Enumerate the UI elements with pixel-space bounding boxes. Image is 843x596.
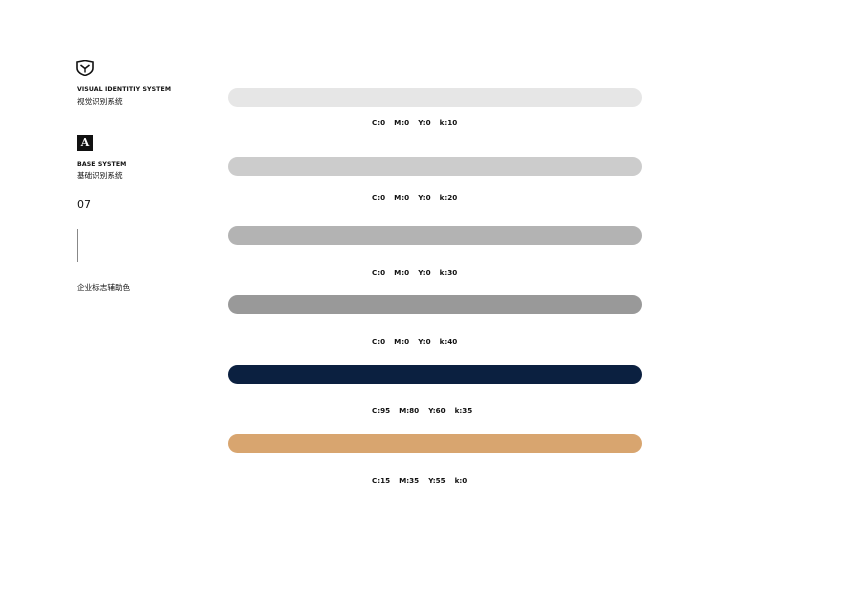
black-value: k:0 [454, 476, 468, 485]
divider-line [77, 229, 78, 262]
cyan-value: C:0 [372, 118, 386, 127]
magenta-value: M:0 [394, 118, 410, 127]
black-value: k:10 [439, 118, 458, 127]
yellow-value: Y:0 [418, 193, 431, 202]
cmyk-values: C:0 M:0 Y:0 k:20 [372, 193, 457, 203]
black-value: k:30 [439, 268, 458, 277]
base-system-label: BASE SYSTEM [77, 161, 127, 168]
color-swatch-bar [228, 88, 642, 107]
section-title: 企业标志辅助色 [77, 283, 131, 292]
cmyk-values: C:0 M:0 Y:0 k:10 [372, 118, 457, 128]
shield-emblem-icon [76, 60, 94, 76]
yellow-value: Y:0 [418, 337, 431, 346]
yellow-value: Y:60 [428, 406, 446, 415]
color-swatch-bar [228, 157, 642, 176]
visual-identity-system-cn-label: 视觉识别系统 [77, 97, 123, 106]
cmyk-values: C:0 M:0 Y:0 k:30 [372, 268, 457, 278]
base-system-cn-label: 基础识别系统 [77, 171, 123, 180]
magenta-value: M:0 [394, 193, 410, 202]
magenta-value: M:35 [399, 476, 420, 485]
cyan-value: C:0 [372, 193, 386, 202]
cyan-value: C:0 [372, 337, 386, 346]
magenta-value: M:0 [394, 337, 410, 346]
black-value: k:20 [439, 193, 458, 202]
black-value: k:35 [454, 406, 473, 415]
section-a-badge: A [77, 135, 93, 151]
yellow-value: Y:55 [428, 476, 446, 485]
magenta-value: M:0 [394, 268, 410, 277]
color-swatch-bar [228, 226, 642, 245]
black-value: k:40 [439, 337, 458, 346]
yellow-value: Y:0 [418, 118, 431, 127]
cmyk-values: C:95 M:80 Y:60 k:35 [372, 406, 472, 416]
color-swatch-bar [228, 434, 642, 453]
yellow-value: Y:0 [418, 268, 431, 277]
cyan-value: C:0 [372, 268, 386, 277]
color-swatch-bar [228, 365, 642, 384]
visual-identity-system-label: VISUAL IDENTITIY SYSTEM [77, 86, 172, 93]
cyan-value: C:95 [372, 406, 391, 415]
color-swatch-bar [228, 295, 642, 314]
cmyk-values: C:0 M:0 Y:0 k:40 [372, 337, 457, 347]
page-number: 07 [77, 198, 91, 211]
sidebar: VISUAL IDENTITIY SYSTEM 视觉识别系统 A BASE SY… [0, 0, 200, 596]
cmyk-values: C:15 M:35 Y:55 k:0 [372, 476, 467, 486]
cyan-value: C:15 [372, 476, 391, 485]
magenta-value: M:80 [399, 406, 420, 415]
